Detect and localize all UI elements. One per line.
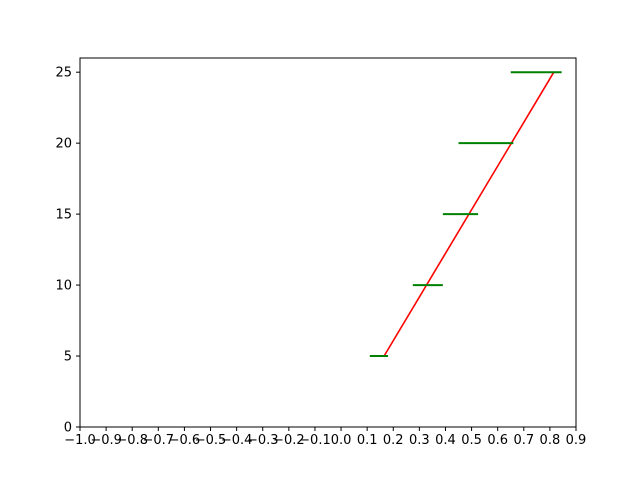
x-tick-label: 0.0 [331,433,352,448]
x-tick-label: 0.3 [409,433,430,448]
x-tick-label: 0.8 [540,433,561,448]
y-tick-label: 20 [55,137,72,152]
x-tick-label: −0.8 [116,433,148,448]
x-tick-label: 0.6 [487,433,508,448]
y-tick-label: 25 [55,66,72,81]
x-tick-label: −0.5 [195,433,227,448]
x-tick-label: 0.7 [513,433,534,448]
x-tick-label: −0.4 [221,433,253,448]
x-tick-label: −0.9 [90,433,122,448]
x-tick-label: −0.7 [143,433,175,448]
y-tick-label: 5 [64,350,72,365]
plot-area [369,71,562,358]
x-tick-label: −0.1 [299,433,331,448]
x-tick-label: −1.0 [64,433,96,448]
x-tick-label: −0.2 [273,433,305,448]
x-tick-label: 0.1 [357,433,378,448]
axes-frame [79,57,577,428]
x-tick-label: −0.3 [247,433,279,448]
y-tick-label: 10 [55,279,72,294]
x-tick-label: 0.9 [566,433,587,448]
y-tick-label: 15 [55,208,72,223]
x-tick-label: 0.4 [435,433,456,448]
axes: −1.0−0.9−0.8−0.7−0.6−0.5−0.4−0.3−0.2−0.1… [55,57,587,448]
x-tick-label: 0.5 [461,433,482,448]
y-tick-label: 0 [64,421,72,436]
x-tick-label: 0.2 [383,433,404,448]
x-tick-label: −0.6 [169,433,201,448]
